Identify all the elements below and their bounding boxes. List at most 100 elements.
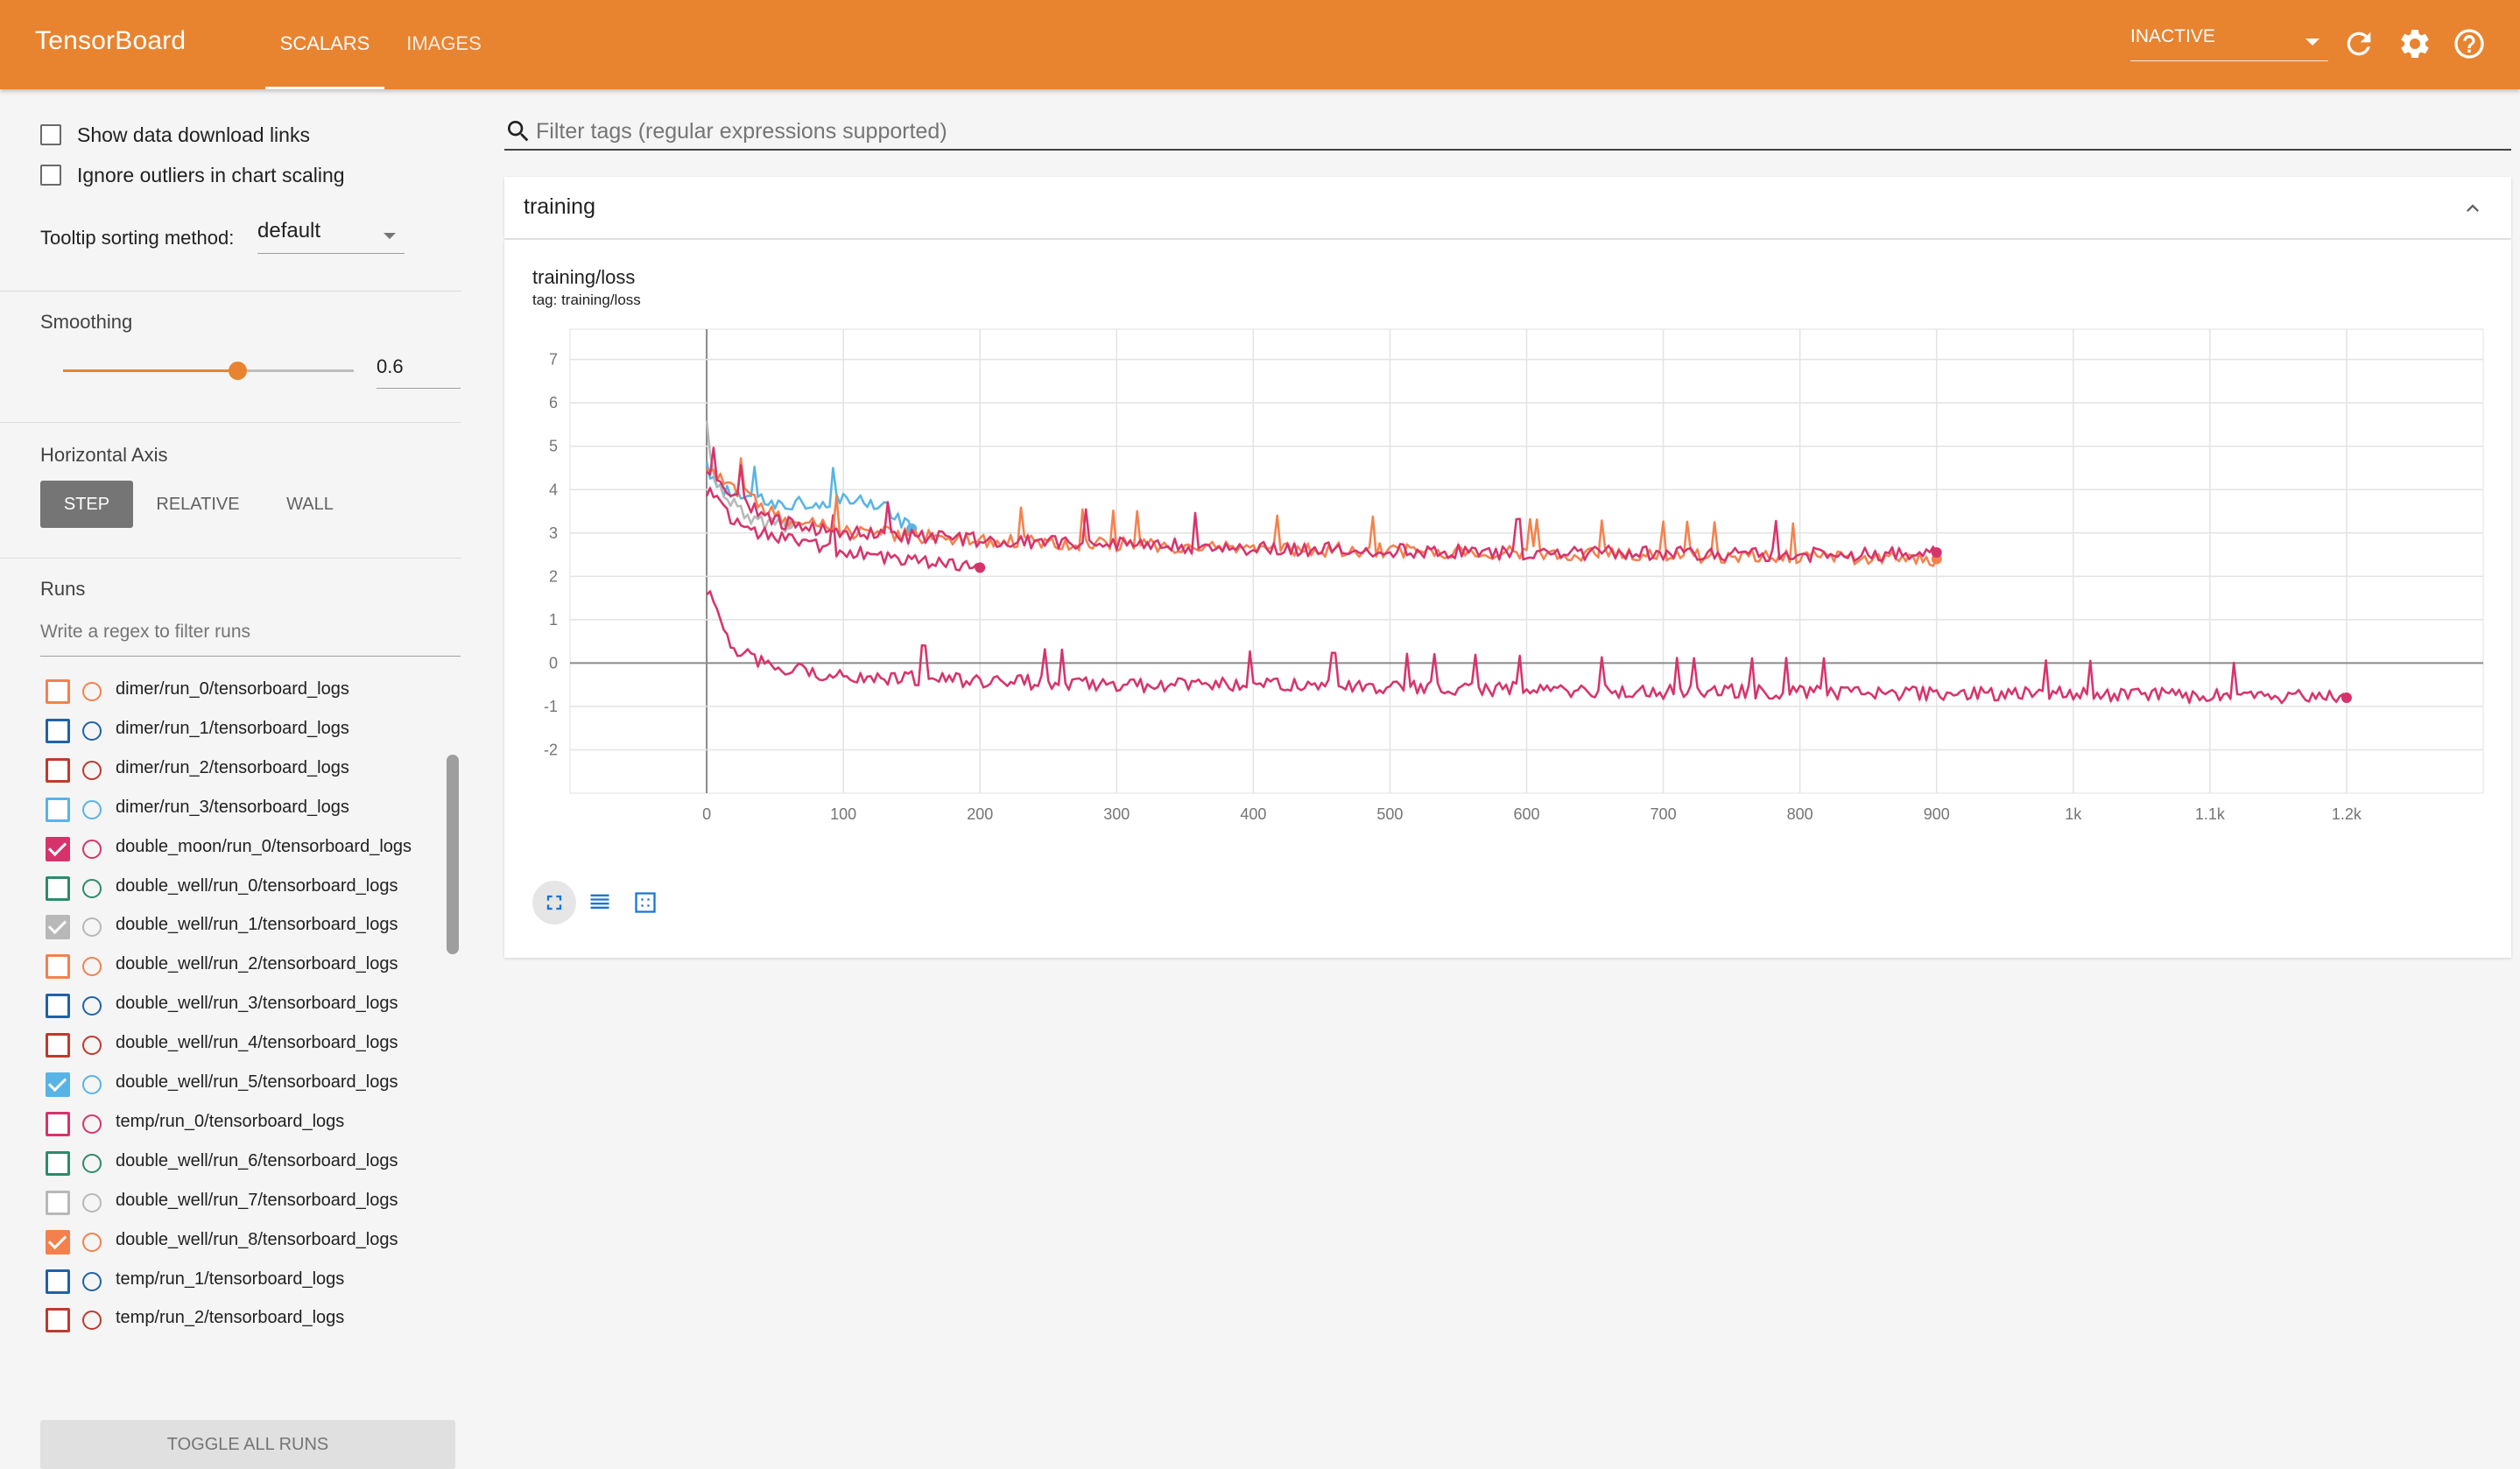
run-row[interactable]: dimer/run_0/tensorboard_logs <box>0 671 447 709</box>
run-checkbox[interactable] <box>46 954 70 980</box>
chevron-up-icon[interactable] <box>2460 196 2485 221</box>
y-tick-label: 2 <box>549 567 558 585</box>
runs-scrollbar[interactable] <box>447 755 459 954</box>
run-row[interactable]: temp/run_1/tensorboard_logs <box>0 1261 447 1299</box>
run-checkbox[interactable] <box>46 875 70 901</box>
run-row[interactable]: double_well/run_0/tensorboard_logs <box>0 868 447 906</box>
run-color-radio[interactable] <box>82 1036 102 1056</box>
y-tick-label: -1 <box>544 698 558 715</box>
run-checkbox[interactable] <box>46 915 70 940</box>
run-color-radio[interactable] <box>82 1114 102 1134</box>
run-color-radio[interactable] <box>82 917 102 938</box>
series-end-point[interactable] <box>1931 547 1942 559</box>
series-line[interactable] <box>705 420 790 533</box>
runs-filter-input[interactable]: Write a regex to filter runs <box>40 622 461 657</box>
run-color-radio[interactable] <box>82 1075 102 1094</box>
series-line[interactable] <box>706 446 1938 563</box>
run-color-radio[interactable] <box>82 957 102 977</box>
x-tick-label: 100 <box>830 805 856 823</box>
run-row[interactable]: dimer/run_3/tensorboard_logs <box>0 789 447 827</box>
x-tick-label: 200 <box>967 805 993 823</box>
smoothing-value-input[interactable]: 0.6 <box>377 355 461 389</box>
run-checkbox[interactable] <box>46 994 70 1019</box>
run-row[interactable]: double_well/run_4/tensorboard_logs <box>0 1024 447 1063</box>
series-line[interactable] <box>706 590 2348 705</box>
run-color-radio[interactable] <box>82 720 102 741</box>
refresh-icon[interactable] <box>2341 26 2376 61</box>
series-end-point[interactable] <box>975 562 986 573</box>
axis-wall-button[interactable]: WALL <box>286 495 334 514</box>
run-row[interactable]: dimer/run_2/tensorboard_logs <box>0 749 447 788</box>
run-row[interactable]: double_well/run_2/tensorboard_logs <box>0 945 447 984</box>
run-row[interactable]: dimer/run_1/tensorboard_logs <box>0 710 447 749</box>
run-checkbox[interactable] <box>46 1308 70 1333</box>
search-icon <box>508 121 529 142</box>
loss-chart[interactable]: 0 100 200 300 400 500 600 700 800 900 1k 1.1k 1.2k -2… <box>504 319 2511 861</box>
x-tick-label: 1.1k <box>2195 805 2226 823</box>
run-row[interactable]: double_well/run_5/tensorboard_logs <box>0 1064 447 1102</box>
run-color-radio[interactable] <box>82 1192 102 1212</box>
run-color-radio[interactable] <box>82 760 102 780</box>
y-tick-label: 7 <box>549 351 558 369</box>
runs-title: Runs <box>40 578 86 600</box>
run-color-radio[interactable] <box>82 1232 102 1252</box>
run-row[interactable]: double_moon/run_0/tensorboard_logs <box>0 828 447 867</box>
run-color-radio[interactable] <box>82 799 102 819</box>
run-checkbox[interactable] <box>46 1269 70 1294</box>
tag-filter-input[interactable]: Filter tags (regular expressions support… <box>504 114 2511 151</box>
run-color-radio[interactable] <box>82 682 102 701</box>
run-row[interactable]: double_well/run_7/tensorboard_logs <box>0 1182 447 1220</box>
run-color-radio[interactable] <box>82 996 102 1016</box>
ignore-outliers-checkbox[interactable] <box>40 165 61 186</box>
series-raw-line <box>706 447 1938 566</box>
run-color-radio[interactable] <box>82 1153 102 1173</box>
chart-subtitle: tag: training/loss <box>532 292 641 308</box>
inactive-dashboards-select[interactable]: INACTIVE <box>2130 26 2328 61</box>
run-color-radio[interactable] <box>82 878 102 898</box>
help-icon[interactable] <box>2452 26 2487 61</box>
run-checkbox[interactable] <box>46 757 70 783</box>
settings-icon[interactable] <box>2397 26 2432 61</box>
log-scale-button[interactable] <box>578 881 622 924</box>
run-checkbox[interactable] <box>46 836 70 861</box>
run-checkbox[interactable] <box>46 1190 70 1215</box>
smoothing-slider-thumb[interactable] <box>229 362 247 380</box>
run-color-radio[interactable] <box>82 1271 102 1291</box>
series-end-point[interactable] <box>2341 692 2352 704</box>
run-checkbox[interactable] <box>46 1150 70 1176</box>
run-checkbox[interactable] <box>46 1072 70 1097</box>
run-color-radio[interactable] <box>82 839 102 859</box>
run-row[interactable]: double_well/run_3/tensorboard_logs <box>0 985 447 1023</box>
axis-step-button[interactable]: STEP <box>40 481 133 528</box>
run-checkbox[interactable] <box>46 679 70 704</box>
run-checkbox[interactable] <box>46 1111 70 1136</box>
fit-domain-button[interactable] <box>623 881 667 924</box>
run-checkbox[interactable] <box>46 1229 70 1255</box>
run-checkbox[interactable] <box>46 797 70 822</box>
run-row[interactable]: double_well/run_1/tensorboard_logs <box>0 906 447 945</box>
tooltip-sorting-label: Tooltip sorting method: <box>40 227 235 249</box>
axis-relative-button[interactable]: RELATIVE <box>156 495 240 514</box>
y-tick-label: 3 <box>549 524 558 542</box>
run-row[interactable]: double_well/run_6/tensorboard_logs <box>0 1142 447 1181</box>
toggle-all-runs-button[interactable]: TOGGLE ALL RUNS <box>40 1420 455 1469</box>
tab-images[interactable]: IMAGES <box>406 32 482 54</box>
run-row[interactable]: temp/run_2/tensorboard_logs <box>0 1299 447 1338</box>
run-checkbox[interactable] <box>46 718 70 743</box>
horizontal-axis-title: Horizontal Axis <box>40 444 168 466</box>
run-row[interactable]: temp/run_0/tensorboard_logs <box>0 1103 447 1142</box>
fullscreen-button[interactable] <box>532 881 576 924</box>
tooltip-sorting-select[interactable]: default <box>257 219 405 254</box>
category-header[interactable]: training <box>504 177 2511 238</box>
run-color-radio[interactable] <box>82 1311 102 1331</box>
run-label: double_well/run_7/tensorboard_logs <box>116 1190 398 1210</box>
show-download-links-checkbox[interactable] <box>40 124 61 145</box>
run-checkbox[interactable] <box>46 1033 70 1058</box>
run-row[interactable]: double_well/run_8/tensorboard_logs <box>0 1221 447 1260</box>
series-line[interactable] <box>705 487 982 572</box>
divider <box>0 422 461 423</box>
tag-filter-placeholder: Filter tags (regular expressions support… <box>536 119 947 144</box>
series-line[interactable] <box>705 460 913 530</box>
x-tick-label: 900 <box>1924 805 1950 823</box>
tab-scalars[interactable]: SCALARS <box>265 0 384 89</box>
